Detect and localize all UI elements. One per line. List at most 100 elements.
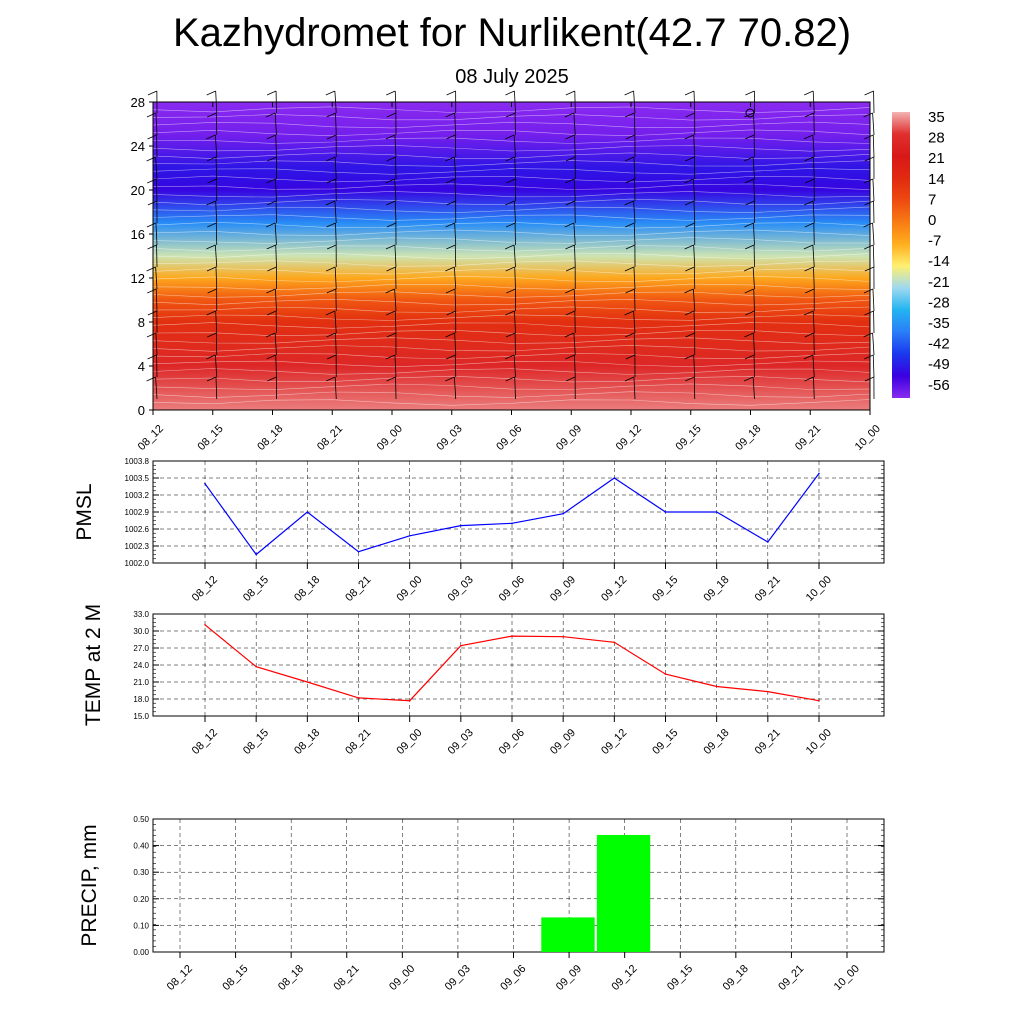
wind-barb-flag <box>625 222 635 228</box>
y-tick-label: 0.20 <box>133 895 149 904</box>
wind-barb <box>155 178 158 202</box>
pmsl-panel: 1002.0 1002.3 1002.6 1002.9 1003.2 1003.5 1003… <box>73 457 885 604</box>
wind-barb <box>334 310 337 334</box>
wind-barb-flag <box>326 244 337 250</box>
wind-barb-flag <box>505 376 515 382</box>
wind-barb-flag <box>147 244 157 250</box>
y-tick-label: 20 <box>131 183 145 198</box>
wind-barb-flag <box>863 178 874 184</box>
wind-barb-flag <box>266 134 276 140</box>
wind-barb-flag <box>804 90 814 96</box>
wind-barb <box>513 134 516 158</box>
wind-barb <box>812 134 815 158</box>
wind-barb-flag <box>266 310 277 316</box>
wind-barb-flag <box>505 266 515 272</box>
y-tick-label: 0.50 <box>133 815 149 824</box>
wind-barb-flag <box>385 134 396 140</box>
wind-barb <box>872 288 875 312</box>
wind-barb <box>394 200 397 224</box>
wind-barb <box>633 200 636 224</box>
wind-barb-flag <box>446 90 456 96</box>
wind-barb-flag <box>446 200 456 206</box>
wind-barb-flag <box>864 310 874 316</box>
colorbar-label: 28 <box>928 130 945 147</box>
x-tick-label: 08_12 <box>165 963 195 993</box>
wind-barb-flag <box>445 288 456 294</box>
y-tick-label: 4 <box>138 359 145 374</box>
wind-barb <box>275 354 277 378</box>
isotherm-line <box>152 168 871 175</box>
wind-barb-flag <box>386 90 396 96</box>
isotherm-line <box>152 144 871 152</box>
wind-barb <box>394 244 397 268</box>
wind-barb-flag <box>864 90 874 96</box>
wind-barb <box>872 222 875 246</box>
wind-barb <box>215 200 218 224</box>
wind-barb-flag <box>206 244 216 250</box>
x-tick-label: 09_18 <box>701 574 731 604</box>
wind-barb-flag <box>325 90 336 96</box>
wind-barb-flag <box>863 288 874 294</box>
colorbar-label: -7 <box>928 233 941 250</box>
x-tick-label: 09_21 <box>793 423 823 453</box>
wind-barb-flag <box>803 134 814 140</box>
precip-bar <box>596 834 651 952</box>
y-tick-label: 8 <box>138 315 145 330</box>
x-tick-label: 08_12 <box>190 727 220 757</box>
wind-barb-flag <box>804 288 815 294</box>
data-point <box>204 623 206 626</box>
wind-barb <box>813 266 815 290</box>
wind-barb <box>693 244 696 268</box>
wind-barb-flag <box>624 200 634 206</box>
isotherm-line <box>152 237 871 244</box>
wind-barb-flag <box>804 156 814 162</box>
colorbar-label: -28 <box>928 294 950 311</box>
wind-barb-flag <box>624 156 635 162</box>
colorbar-label: -42 <box>928 336 950 353</box>
data-point <box>767 541 769 543</box>
isotherm-line <box>152 306 871 313</box>
isotherm-line <box>152 160 871 167</box>
wind-barb <box>155 332 158 356</box>
wind-barb-flag <box>744 112 754 118</box>
wind-barb <box>334 266 337 290</box>
wind-barb <box>335 222 337 246</box>
chart-title: Kazhydromet for Nurlikent(42.7 70.82) <box>172 11 852 55</box>
x-tick-label: 08_15 <box>241 727 271 757</box>
wind-barb <box>753 332 755 356</box>
wind-barb-flag <box>325 200 336 206</box>
wind-barb-flag <box>804 376 814 382</box>
x-tick-label: 09_18 <box>733 423 763 453</box>
wind-barb-flag <box>864 200 874 206</box>
wind-barb <box>573 112 576 136</box>
data-point <box>460 644 462 647</box>
x-tick-label: 09_18 <box>701 727 731 757</box>
wind-barb-flag <box>386 310 396 316</box>
x-tick-label: 10_00 <box>804 574 834 604</box>
wind-barb-flag <box>266 288 276 294</box>
wind-barb <box>155 156 158 180</box>
wind-barb-flag <box>565 288 575 294</box>
x-tick-label: 08_18 <box>292 574 322 604</box>
wind-barb <box>215 266 218 290</box>
data-point <box>511 635 513 637</box>
wind-barb <box>155 222 158 246</box>
colorbar-gradient <box>892 112 910 398</box>
x-tick-label: 09_18 <box>721 963 751 993</box>
calm-wind-marker <box>745 108 755 118</box>
isotherm-line <box>152 314 871 321</box>
y-tick-label: 1002.3 <box>125 542 150 551</box>
wind-barb-flag <box>504 134 515 140</box>
wind-barb <box>633 112 636 136</box>
wind-barb <box>394 288 397 312</box>
wind-barb <box>693 354 696 378</box>
wind-barb-flag <box>505 90 515 96</box>
colorbar-label: 7 <box>928 191 936 208</box>
wind-barb-flag <box>624 266 635 272</box>
x-tick-label: 09_09 <box>548 727 578 757</box>
y-tick-label: 0.10 <box>133 921 149 930</box>
wind-barb-flag <box>386 376 396 382</box>
data-point <box>715 685 718 688</box>
colorbar-label: 14 <box>928 171 945 188</box>
wind-barb <box>275 134 277 158</box>
